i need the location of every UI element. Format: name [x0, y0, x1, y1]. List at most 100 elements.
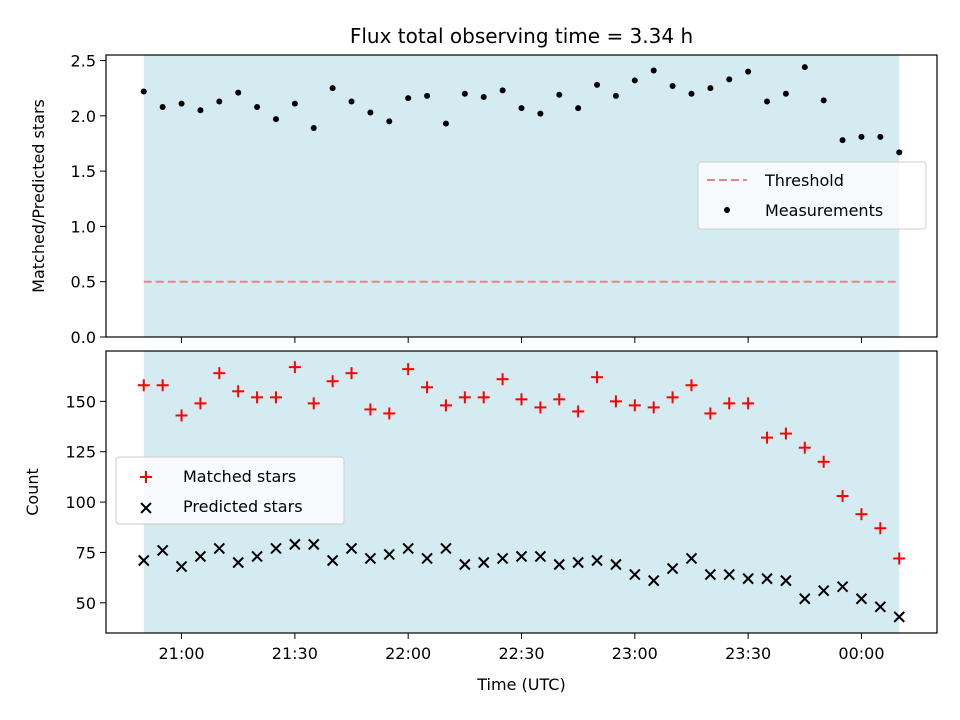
- predicted-x-b: [251, 550, 263, 563]
- matched-star-point: [402, 363, 415, 376]
- matched-star-point: [421, 381, 434, 394]
- predicted-x-b: [780, 574, 792, 587]
- x-axis-label: Time (UTC): [476, 675, 565, 694]
- matched-star-point: [704, 407, 717, 420]
- matched-star-point: [685, 379, 698, 392]
- predicted-x-b: [817, 584, 830, 597]
- x-tick-label: 21:00: [158, 644, 204, 663]
- predicted-star-point: [799, 593, 811, 605]
- measurement-point: [594, 81, 601, 88]
- predicted-x-b: [629, 568, 641, 581]
- predicted-x-b: [666, 562, 679, 575]
- measurement-point: [367, 109, 374, 116]
- y-tick-label: 125: [65, 443, 96, 462]
- matched-star-point: [893, 552, 906, 565]
- bottom-axis-ticks: 50 75 100 125 150 21:00 21:30 22:00 22:30 23:00 23…: [65, 392, 884, 663]
- predicted-x-b: [836, 580, 849, 593]
- matched-star-point: [137, 379, 150, 392]
- measurement-point: [612, 92, 619, 99]
- predicted-star-point: [251, 550, 263, 563]
- measurement-point: [650, 67, 657, 74]
- matched-star-point: [515, 393, 528, 406]
- x-tick-label: 23:00: [612, 644, 658, 663]
- predicted-star-point: [459, 558, 471, 571]
- predicted-x-b: [345, 542, 358, 555]
- x-tick-label: 00:00: [838, 644, 884, 663]
- measurement-point: [801, 64, 808, 71]
- predicted-x-b: [893, 611, 905, 623]
- predicted-star-point: [647, 574, 660, 587]
- measurement-point: [707, 85, 714, 92]
- measurement-point: [820, 97, 827, 104]
- top-axis-ticks: 0.0 0.5 1.0 1.5 2.0 2.5: [71, 52, 862, 347]
- matched-star-point: [288, 361, 301, 374]
- predicted-x-b: [610, 558, 622, 571]
- predicted-star-point: [874, 601, 887, 613]
- measurements-legend-swatch: [724, 207, 730, 213]
- predicted-x-b: [270, 542, 282, 555]
- measurement-point: [386, 118, 393, 125]
- predicted-star-point: [402, 542, 414, 555]
- predicted-star-point: [421, 552, 433, 565]
- predicted-x-b: [478, 556, 490, 569]
- predicted-star-point: [704, 568, 717, 581]
- matched-star-point: [156, 379, 169, 392]
- measurement-point: [726, 76, 733, 83]
- predicted-x-b: [326, 554, 339, 567]
- predicted-x-b: [591, 554, 603, 567]
- measurement-point: [272, 116, 279, 123]
- matched-star-point: [817, 455, 830, 468]
- y-tick-label: 1.0: [71, 217, 96, 236]
- measurement-point: [669, 82, 676, 89]
- measurement-point: [140, 88, 147, 95]
- predicted-star-point: [515, 550, 528, 563]
- predicted-star-point: [326, 554, 339, 567]
- matched-star-point: [439, 399, 452, 412]
- predicted-star-point: [893, 611, 905, 623]
- matched-star-point: [874, 522, 887, 535]
- predicted-star-point: [572, 556, 584, 569]
- predicted-x-b: [156, 544, 169, 557]
- legend-label-predicted: Predicted stars: [183, 497, 303, 516]
- predicted-x-b: [440, 542, 452, 555]
- predicted-star-point: [553, 558, 565, 571]
- count-panel: 50 75 100 125 150 21:00 21:30 22:00 22:30 23:00 23…: [23, 350, 938, 694]
- predicted-x-b: [553, 558, 565, 571]
- chart-title: Flux total observing time = 3.34 h: [350, 24, 693, 48]
- matched-star-point: [477, 391, 490, 404]
- predicted-x-b: [761, 572, 773, 585]
- y-tick-label: 150: [65, 392, 96, 411]
- measurement-point: [461, 90, 468, 97]
- x-tick-label: 22:30: [498, 644, 544, 663]
- y-tick-label: 1.5: [71, 162, 96, 181]
- legend-label-matched: Matched stars: [183, 467, 296, 486]
- predicted-x-b: [647, 574, 660, 587]
- matched-star-point: [232, 385, 245, 398]
- measurement-point: [329, 85, 336, 92]
- predicted-legend-swatch: [140, 502, 152, 514]
- predicted-star-point: [478, 556, 490, 569]
- predicted-x-b: [138, 554, 150, 567]
- matched-star-point: [855, 508, 868, 521]
- predicted-star-point: [156, 544, 169, 557]
- predicted-x-b: [232, 556, 244, 569]
- matched-star-point: [269, 391, 282, 404]
- predicted-x-b: [308, 538, 320, 551]
- legend-x-b: [140, 502, 152, 514]
- y-tick-label: 100: [65, 493, 96, 512]
- measurement-point: [310, 124, 317, 131]
- measurement-point: [159, 103, 166, 110]
- predicted-star-point: [345, 542, 358, 555]
- matched-star-point: [496, 373, 509, 386]
- predicted-star-point: [685, 552, 698, 565]
- predicted-star-point: [836, 580, 849, 593]
- measurement-point: [235, 89, 242, 96]
- matched-star-point: [326, 375, 339, 388]
- measurement-point: [480, 94, 487, 101]
- measurement-point: [556, 91, 563, 98]
- matched-star-point: [779, 427, 792, 440]
- x-tick-label: 21:30: [272, 644, 318, 663]
- predicted-star-point: [289, 538, 301, 551]
- predicted-star-point: [213, 542, 226, 555]
- matched-star-point: [647, 401, 660, 414]
